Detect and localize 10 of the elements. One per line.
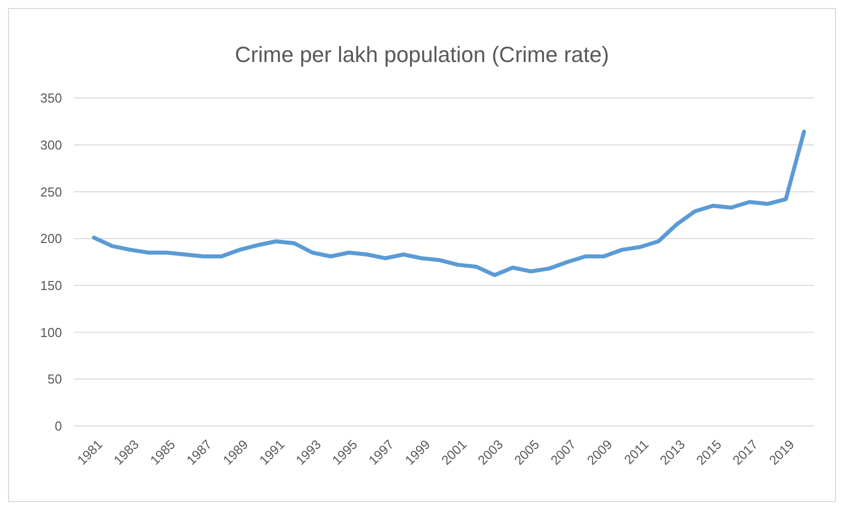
line-series <box>92 130 806 278</box>
y-tick-label: 0 <box>54 418 62 434</box>
y-tick-label: 100 <box>40 324 62 340</box>
y-tick-label: 250 <box>40 184 62 200</box>
y-tick-label: 200 <box>40 231 62 246</box>
chart-title: Crime per lakh population (Crime rate) <box>234 42 610 67</box>
y-tick-label: 300 <box>40 137 62 152</box>
y-tick-label: 150 <box>40 278 62 293</box>
y-tick-label: 350 <box>40 90 62 106</box>
y-tick-label: 50 <box>48 372 62 387</box>
